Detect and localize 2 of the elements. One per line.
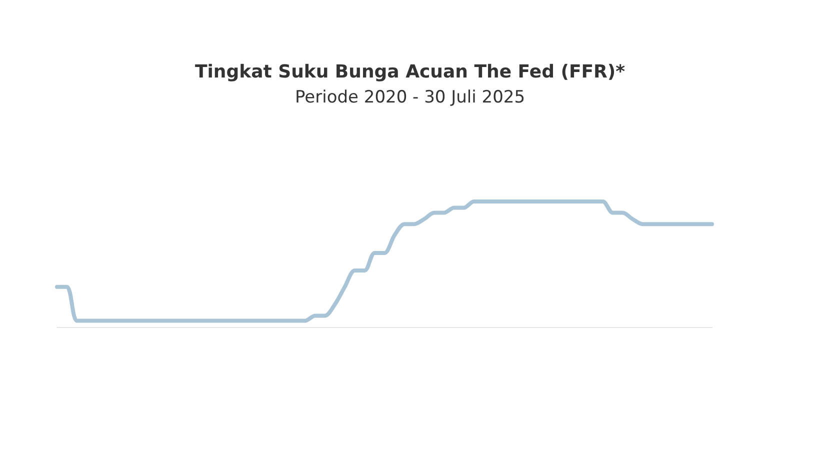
chart-title: Tingkat Suku Bunga Acuan The Fed (FFR)*	[194, 62, 626, 82]
chart-subtitle: Periode 2020 - 30 Juli 2025	[294, 88, 526, 108]
